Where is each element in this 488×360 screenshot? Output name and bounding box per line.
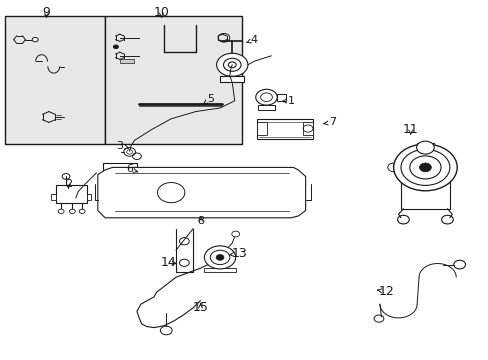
- Bar: [256, 119, 312, 139]
- Bar: [5, 16, 105, 144]
- Bar: [102, 163, 137, 178]
- Bar: [56, 185, 86, 203]
- Text: 9: 9: [42, 6, 50, 19]
- Text: 1: 1: [287, 96, 294, 106]
- Bar: [256, 122, 266, 135]
- Text: 7: 7: [328, 117, 335, 127]
- Circle shape: [255, 89, 277, 105]
- Circle shape: [160, 326, 172, 335]
- Text: 15: 15: [192, 301, 208, 314]
- Circle shape: [204, 246, 235, 269]
- Bar: [51, 194, 56, 200]
- Circle shape: [32, 37, 38, 42]
- Circle shape: [231, 231, 239, 237]
- Circle shape: [69, 209, 75, 213]
- Circle shape: [419, 163, 430, 172]
- Text: 11: 11: [402, 123, 418, 136]
- Text: 3: 3: [116, 141, 123, 151]
- Bar: [220, 76, 244, 82]
- Circle shape: [416, 141, 433, 154]
- Text: 4: 4: [250, 35, 257, 45]
- Bar: [120, 59, 134, 63]
- Circle shape: [216, 53, 247, 76]
- Polygon shape: [98, 167, 305, 218]
- Circle shape: [453, 260, 465, 269]
- Circle shape: [58, 209, 64, 213]
- Bar: [303, 122, 312, 135]
- Circle shape: [79, 209, 85, 213]
- Text: 2: 2: [65, 179, 72, 189]
- Text: 6: 6: [126, 164, 133, 174]
- Circle shape: [393, 144, 456, 191]
- Text: 14: 14: [161, 256, 176, 269]
- Text: 8: 8: [197, 216, 203, 226]
- Circle shape: [228, 62, 236, 68]
- Text: 12: 12: [378, 285, 393, 298]
- Bar: [204, 268, 235, 272]
- Circle shape: [216, 255, 224, 260]
- Text: 10: 10: [153, 6, 169, 19]
- Bar: [86, 194, 91, 200]
- Text: 5: 5: [206, 94, 213, 104]
- Bar: [257, 105, 275, 110]
- Bar: [277, 94, 285, 101]
- Text: 13: 13: [231, 247, 247, 260]
- Bar: [105, 16, 242, 144]
- Circle shape: [113, 45, 118, 49]
